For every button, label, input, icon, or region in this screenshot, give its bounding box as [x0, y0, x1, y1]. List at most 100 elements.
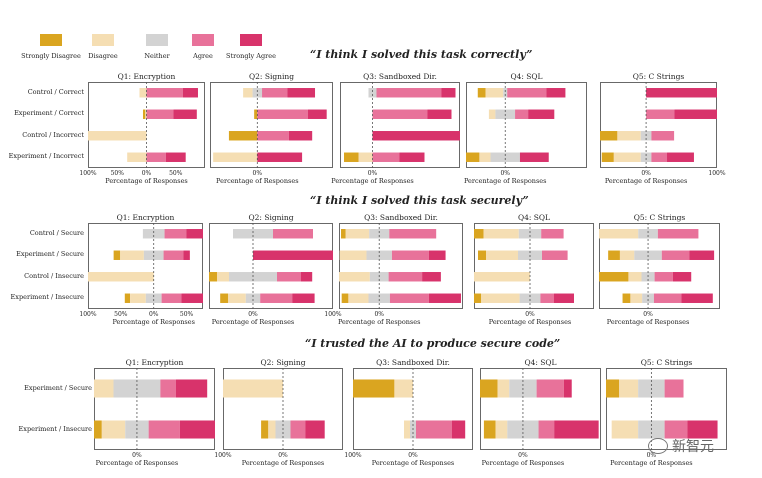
x-axis-label: Percentage of Responses: [241, 459, 325, 467]
x-axis-label: Percentage of Responses: [216, 177, 299, 185]
bar-segment: [146, 152, 166, 162]
bar-segment: [254, 109, 258, 119]
tick-label: 0%: [646, 452, 657, 459]
bar-segment: [287, 88, 316, 98]
bar-segment: [599, 272, 629, 282]
tick-label: 0%: [518, 452, 528, 459]
tick-label: 0%: [148, 311, 159, 318]
bar-segment: [617, 131, 641, 141]
bar-segment: [388, 272, 423, 282]
bar-segment: [389, 293, 429, 303]
bar-segment: [646, 109, 675, 119]
tick-label: 0%: [641, 170, 651, 177]
bar-segment: [223, 379, 283, 398]
bar-segment: [288, 131, 313, 141]
bar-segment: [252, 88, 263, 98]
tick-label: 0%: [132, 452, 142, 459]
tick-label: 0%: [278, 452, 288, 459]
panel-title: Q3: Sandboxed Dir.: [363, 72, 437, 81]
panel-title: Q4: SQL: [517, 213, 551, 222]
bar-segment: [495, 420, 508, 439]
bar-segment: [341, 293, 349, 303]
bar-segment: [124, 293, 131, 303]
bar-segment: [428, 293, 461, 303]
bar-segment: [622, 293, 631, 303]
bar-segment: [640, 152, 652, 162]
legend-item: Disagree: [72, 34, 134, 60]
row-label: Experiment / Incorrect: [8, 152, 84, 161]
bar-segment: [148, 420, 180, 439]
bar-segment: [538, 420, 555, 439]
bar-segment: [273, 229, 313, 239]
legend-label: Strongly Disagree: [21, 52, 81, 60]
legend-label: Disagree: [88, 52, 118, 60]
bar-segment: [466, 152, 480, 162]
panel-plot: [474, 223, 594, 309]
panel-title: Q5: C Strings: [640, 358, 693, 367]
x-axis-label: Percentage of Responses: [371, 459, 455, 467]
bar-segment: [376, 88, 442, 98]
bar-segment: [220, 293, 229, 303]
bar-segment: [422, 272, 441, 282]
bar-segment: [674, 109, 717, 119]
bar-segment: [474, 272, 530, 282]
x-axis-label: Percentage of Responses: [610, 459, 693, 467]
bar-segment: [689, 250, 715, 260]
bar-segment: [477, 88, 486, 98]
bar-segment: [642, 293, 654, 303]
chart-title: “I think I solved this task correctly”: [310, 48, 533, 61]
bar-segment: [428, 250, 446, 260]
panel-title: Q5: C Strings: [633, 213, 686, 222]
x-axis-label: Percentage of Responses: [95, 459, 179, 467]
bar-segment: [181, 293, 203, 303]
bar-segment: [179, 420, 215, 439]
panel-plot: [339, 223, 463, 309]
x-axis-label: Percentage of Responses: [481, 459, 565, 467]
row-label: Control / Insecure: [24, 271, 84, 280]
panel-title: Q2: Signing: [248, 72, 295, 81]
bar-segment: [474, 229, 484, 239]
x-axis-label: Percentage of Responses: [331, 177, 414, 185]
panel-frame: [474, 223, 594, 309]
panel-frame: [209, 223, 333, 309]
legend-swatch: [146, 34, 168, 46]
bar-segment: [160, 379, 176, 398]
bar-segment: [257, 109, 308, 119]
bar-segment: [228, 131, 258, 141]
bar-segment: [372, 109, 428, 119]
bar-segment: [389, 229, 437, 239]
bar-segment: [292, 293, 315, 303]
bar-segment: [404, 420, 410, 439]
panel-frame: [340, 82, 460, 168]
bar-segment: [213, 152, 258, 162]
bar-segment: [142, 229, 165, 239]
bar-segment: [681, 293, 713, 303]
bar-segment: [416, 420, 452, 439]
tick-label: 100%: [214, 452, 232, 459]
legend-label: Agree: [193, 52, 213, 60]
bar-segment: [638, 229, 658, 239]
legend-swatch: [240, 34, 262, 46]
bar-segment: [563, 379, 572, 398]
bar-segment: [261, 420, 269, 439]
bar-segment: [478, 250, 486, 260]
tick-label: 0%: [141, 170, 152, 177]
bar-segment: [305, 420, 325, 439]
panel-plot: [599, 223, 720, 309]
bar-segment: [599, 229, 639, 239]
bar-segment: [368, 293, 390, 303]
bar-segment: [139, 88, 147, 98]
x-axis-label: Percentage of Responses: [337, 318, 421, 326]
bar-segment: [175, 379, 208, 398]
bar-segment: [664, 379, 684, 398]
bar-segment: [165, 152, 186, 162]
tick-label: 50%: [169, 170, 183, 177]
bar-segment: [262, 88, 288, 98]
row-label: Experiment / Insecure: [10, 293, 84, 302]
bar-segment: [540, 293, 554, 303]
chart-title: “I think I solved this task securely”: [310, 194, 529, 207]
bar-segment: [452, 420, 466, 439]
chart-title: “I trusted the AI to produce secure code…: [305, 337, 561, 350]
bar-segment: [145, 293, 162, 303]
